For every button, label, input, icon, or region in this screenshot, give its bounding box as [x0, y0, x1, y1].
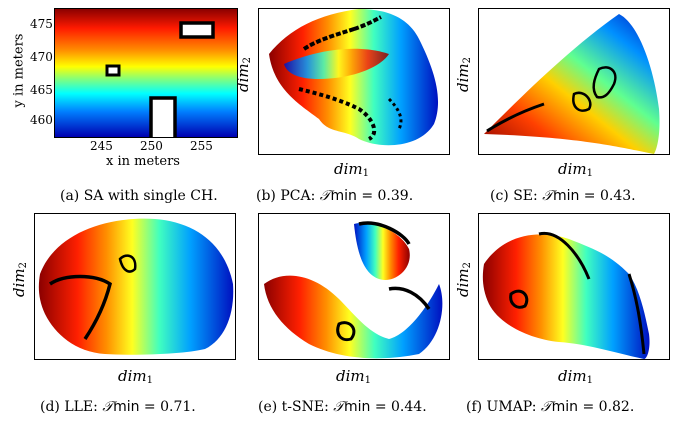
- y-axis-label: dim2: [454, 262, 473, 297]
- y-tick: 475: [30, 17, 53, 31]
- embedding-frame-umap: [478, 213, 670, 360]
- embedding-fold: [284, 48, 389, 79]
- obstacle-bottom: [149, 96, 177, 137]
- caption-a: (a) SA with single CH.: [60, 188, 218, 204]
- boundary-loop: [118, 254, 137, 273]
- x-axis-label: dim1: [334, 160, 369, 179]
- caption-d: (d) LLE: 𝒯min = 0.71.: [40, 399, 196, 415]
- caption-b: (b) PCA: 𝒯min = 0.39.: [256, 188, 414, 204]
- boundary-loop: [592, 66, 617, 99]
- y-axis-label: dim2: [10, 262, 29, 297]
- embedding-shape: [264, 275, 443, 359]
- obstacle-small: [105, 64, 121, 77]
- caption-f: (f) UMAP: 𝒯min = 0.82.: [466, 399, 635, 415]
- x-axis-label: dim1: [558, 160, 593, 179]
- boundary-curve: [627, 273, 646, 355]
- embedding-se: [484, 14, 660, 154]
- boundary-curve: [298, 87, 377, 141]
- embedding-frame-se: [478, 8, 670, 155]
- x-tick: 245: [90, 139, 113, 153]
- embedding-pca: [269, 9, 439, 146]
- boundary-curve: [302, 15, 382, 51]
- y-axis-label: y in meters: [11, 33, 27, 108]
- embedding-lle: [38, 218, 234, 355]
- y-axis-label: dim2: [234, 57, 253, 92]
- y-tick: 460: [30, 113, 53, 127]
- boundary-loop: [572, 91, 592, 112]
- embedding-shape: [38, 218, 234, 355]
- boundary-loop: [336, 321, 356, 342]
- boundary-curve: [358, 221, 411, 245]
- boundary-curve: [538, 231, 591, 280]
- embedding-fold: [354, 222, 410, 280]
- x-axis-label: dim1: [118, 367, 153, 386]
- caption-c: (c) SE: 𝒯min = 0.43.: [490, 188, 636, 204]
- y-axis-label: dim2: [454, 57, 473, 92]
- caption-e: (e) t-SNE: 𝒯min = 0.44.: [258, 399, 427, 415]
- heatmap-svg: [55, 9, 237, 137]
- x-axis-label: dim1: [558, 367, 593, 386]
- embedding-shape: [484, 14, 660, 154]
- embedding-frame-pca: [258, 8, 450, 155]
- obstacle-top-right: [179, 21, 215, 39]
- boundary-curve: [387, 97, 403, 130]
- embedding-umap: [482, 231, 650, 359]
- y-tick: 465: [30, 83, 53, 97]
- x-tick: 255: [190, 139, 213, 153]
- boundary-curve: [49, 274, 112, 340]
- embedding-shape: [482, 234, 650, 359]
- boundary-curve: [486, 102, 545, 133]
- x-axis-label: dim1: [336, 367, 371, 386]
- embedding-tsne: [264, 221, 443, 359]
- y-tick: 470: [30, 50, 53, 64]
- x-axis-label: x in meters: [106, 154, 180, 169]
- boundary-curve: [388, 286, 431, 311]
- boundary-loop: [509, 289, 529, 309]
- embedding-frame-tsne: [258, 213, 450, 360]
- embedding-frame-lle: [34, 213, 236, 360]
- heatmap-frame: [54, 8, 238, 138]
- x-tick: 250: [140, 139, 163, 153]
